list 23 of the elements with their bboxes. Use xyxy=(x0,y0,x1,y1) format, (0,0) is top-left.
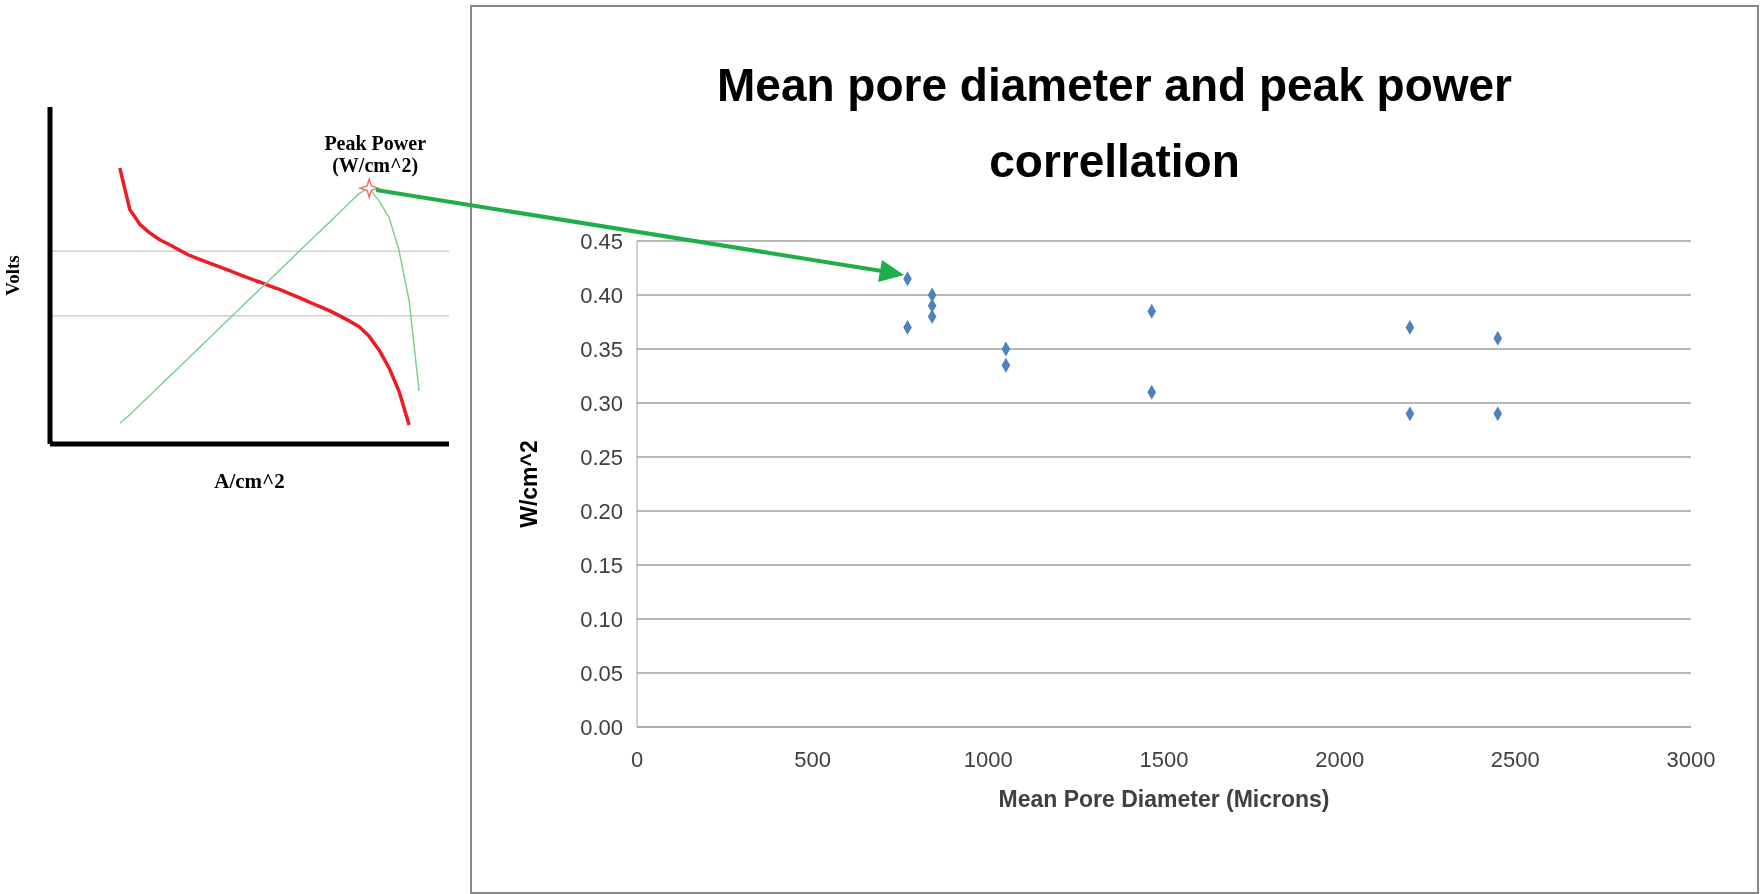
y-tick-label: 0.15 xyxy=(580,552,623,578)
x-tick-label: 1500 xyxy=(1139,746,1189,772)
annotation: Peak Power (W/cm^2) xyxy=(324,132,427,178)
x-axis-title: Mean Pore Diameter (Microns) xyxy=(998,786,1330,812)
x-tick-label: 500 xyxy=(794,746,832,772)
x-tick-label: 3000 xyxy=(1666,746,1716,772)
y-axis-title: Volts xyxy=(1,255,23,296)
chart-title: Mean pore diameter and peak power correllation xyxy=(716,58,1513,189)
x-tick-label: 2500 xyxy=(1490,746,1540,772)
y-axis-title: W/cm^2 xyxy=(516,440,543,528)
y-tick-label: 0.10 xyxy=(580,606,623,632)
y-tick-label: 0.35 xyxy=(580,336,623,362)
x-axis-title: A/cm^2 xyxy=(214,469,285,493)
y-tick-label: 0.05 xyxy=(580,660,623,686)
y-tick-label: 0.40 xyxy=(580,282,623,308)
x-tick-label: 1000 xyxy=(963,746,1013,772)
x-tick-label: 2000 xyxy=(1315,746,1365,772)
x-tick-label: 0 xyxy=(630,746,644,772)
y-tick-label: 0.30 xyxy=(580,390,623,416)
y-tick-label: 0.25 xyxy=(580,444,623,470)
y-tick-label: 0.20 xyxy=(580,498,623,524)
y-tick-label: 0.45 xyxy=(580,228,623,254)
y-tick-label: 0.00 xyxy=(580,714,623,740)
